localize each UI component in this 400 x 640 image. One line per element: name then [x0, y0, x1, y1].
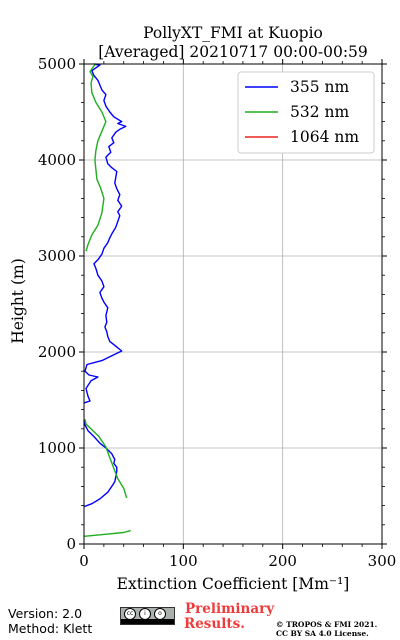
legend-label: 532 nm — [290, 103, 349, 121]
preliminary-line1: Preliminary — [185, 601, 275, 617]
preliminary-results-notice: Preliminary Results. — [184, 601, 275, 632]
y-tick-label: 2000 — [38, 343, 76, 361]
chart-title-line2: [Averaged] 20210717 00:00-00:59 — [98, 43, 368, 61]
version-text: Version: 2.0 — [8, 606, 83, 621]
copyright-line2: CC BY SA 4.0 License. — [276, 629, 369, 638]
footer-info: Version: 2.0 Method: Klett — [8, 606, 92, 636]
method-text: Method: Klett — [8, 621, 93, 636]
y-tick-label: 1000 — [38, 439, 76, 457]
y-tick-label: 3000 — [38, 247, 76, 265]
legend-box — [237, 71, 375, 154]
preliminary-line2: Results. — [184, 616, 245, 632]
copyright-line1: © TROPOS & FMI 2021. — [276, 620, 378, 629]
y-tick-label: 4000 — [38, 151, 76, 169]
x-axis-label: Extinction Coefficient [Mm⁻¹] — [116, 575, 350, 593]
series-line-355-nm — [83, 63, 127, 508]
x-tick-label: 0 — [79, 552, 89, 570]
copyright-notice: © TROPOS & FMI 2021. CC BY SA 4.0 Licens… — [276, 620, 377, 638]
x-tick-label: 300 — [368, 552, 397, 570]
y-tick-label: 5000 — [38, 55, 76, 73]
chart-title-line1: PollyXT_FMI at Kuopio — [143, 24, 323, 42]
series-lines — [83, 63, 131, 537]
cc-license-badge-icon: cc i o — [120, 607, 175, 625]
legend-label: 355 nm — [290, 78, 349, 96]
series-line-532-nm — [83, 63, 131, 537]
y-axis-label: Height (m) — [9, 258, 27, 344]
x-tick-label: 100 — [169, 552, 198, 570]
plot-frame — [83, 63, 383, 545]
legend-label: 1064 nm — [290, 128, 359, 146]
y-tick-label: 0 — [66, 535, 76, 553]
legend: 355 nm 532 nm 1064 nm — [237, 71, 375, 154]
x-tick-label: 200 — [268, 552, 297, 570]
